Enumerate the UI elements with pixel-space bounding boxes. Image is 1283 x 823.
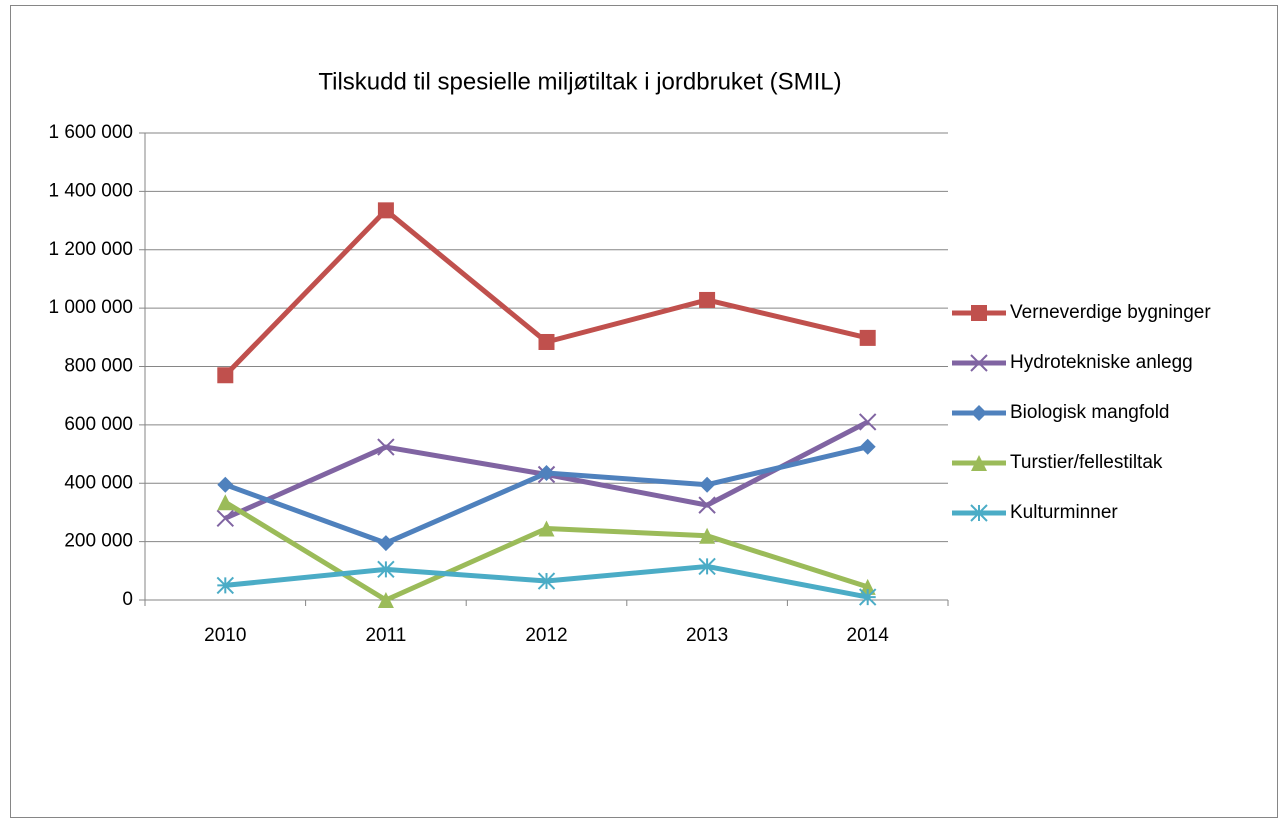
- y-tick-label: 600 000: [64, 414, 133, 435]
- marker: [699, 291, 716, 308]
- marker: [217, 367, 234, 384]
- marker: [699, 476, 716, 493]
- x-tick-label: 2011: [365, 625, 406, 646]
- chart-title: Tilskudd til spesielle miljøtiltak i jor…: [318, 68, 841, 95]
- marker: [216, 509, 235, 527]
- y-tick-label: 200 000: [64, 531, 133, 552]
- marker: [699, 527, 716, 544]
- legend-label: Biologisk mangfold: [1010, 402, 1169, 423]
- legend-label: Kulturminner: [1010, 502, 1118, 523]
- marker: [859, 438, 876, 455]
- marker: [377, 560, 395, 579]
- marker: [698, 496, 716, 514]
- marker: [698, 557, 716, 576]
- marker: [970, 354, 988, 372]
- y-tick-label: 1 400 000: [48, 180, 133, 201]
- marker: [971, 405, 987, 421]
- y-tick-label: 400 000: [64, 472, 133, 493]
- marker: [377, 535, 394, 552]
- marker: [537, 572, 556, 590]
- y-tick-label: 800 000: [64, 356, 133, 377]
- marker: [971, 455, 987, 471]
- marker: [217, 476, 234, 493]
- x-tick-label: 2013: [686, 625, 728, 646]
- marker: [538, 520, 555, 537]
- x-tick-label: 2010: [204, 625, 246, 646]
- y-tick-label: 1 200 000: [48, 239, 133, 260]
- y-tick-label: 0: [122, 589, 133, 610]
- x-tick-label: 2012: [525, 625, 567, 646]
- marker: [970, 504, 988, 522]
- marker: [858, 413, 877, 431]
- legend-label: Hydrotekniske anlegg: [1010, 352, 1193, 373]
- marker: [377, 202, 394, 219]
- marker: [971, 305, 987, 321]
- marker: [538, 333, 555, 350]
- legend-label: Turstier/fellestiltak: [1010, 452, 1163, 473]
- marker: [377, 438, 395, 456]
- marker: [859, 578, 876, 595]
- marker: [859, 329, 876, 346]
- y-tick-label: 1 600 000: [48, 122, 133, 143]
- y-tick-label: 1 000 000: [48, 297, 133, 318]
- marker: [538, 465, 555, 482]
- marker: [217, 494, 234, 511]
- legend-label: Verneverdige bygninger: [1010, 302, 1211, 323]
- marker: [377, 592, 394, 608]
- x-tick-label: 2014: [847, 625, 890, 646]
- marker: [216, 576, 235, 595]
- marker: [858, 588, 877, 606]
- chart-border: [10, 5, 1278, 818]
